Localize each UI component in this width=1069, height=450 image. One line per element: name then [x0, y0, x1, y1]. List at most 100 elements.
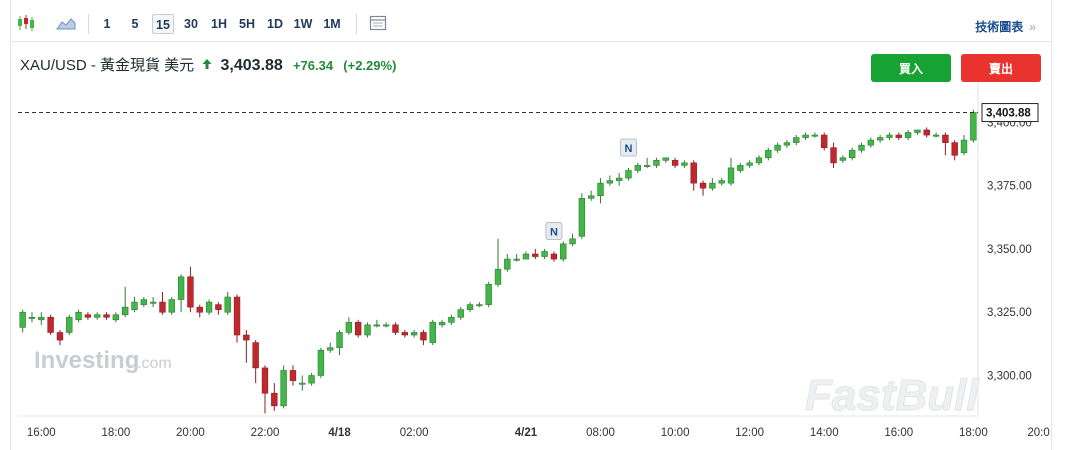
candle-body	[168, 299, 175, 313]
candle-body	[205, 301, 213, 313]
candle-body	[709, 182, 716, 189]
candle-body	[327, 347, 334, 351]
candle-body	[149, 301, 157, 304]
candle	[94, 312, 101, 320]
candle-body	[355, 322, 362, 336]
candle-body	[476, 304, 483, 307]
y-tick-label: 3,325.00	[987, 307, 1032, 319]
candle-body	[47, 316, 54, 333]
candle-body	[19, 311, 26, 328]
candle	[327, 342, 334, 353]
candle	[727, 157, 735, 186]
candle-body	[131, 301, 138, 310]
candlestick-icon[interactable]	[14, 12, 38, 34]
candle-body	[737, 165, 744, 171]
calendar-icon[interactable]	[366, 12, 390, 34]
last-price-tag: 3,403.88	[981, 103, 1039, 123]
candle-body	[28, 316, 36, 319]
watermark-fastbull: FastBull	[805, 371, 979, 420]
candle	[569, 233, 576, 247]
toolbar-divider	[88, 14, 89, 34]
up-arrow-icon	[202, 57, 212, 74]
interval-30[interactable]: 30	[184, 17, 198, 31]
interval-1h[interactable]: 1H	[211, 17, 227, 31]
candle	[746, 160, 753, 168]
chevron-right-icon: »	[1029, 20, 1036, 34]
interval-1m[interactable]: 1M	[323, 17, 341, 31]
candle-body	[867, 139, 875, 146]
technical-chart-link[interactable]: 技術圖表 »	[975, 18, 1036, 35]
candles	[19, 109, 977, 414]
candle-body	[625, 170, 632, 179]
news-marker-label: N	[625, 143, 633, 155]
candle-body	[224, 296, 231, 313]
candle-body	[457, 309, 464, 318]
candle	[420, 329, 427, 346]
candle	[271, 383, 278, 411]
candle	[299, 375, 306, 391]
candle	[280, 365, 287, 409]
candle-body	[848, 149, 856, 159]
candle-body	[252, 342, 259, 369]
candle-body	[886, 134, 893, 138]
candle	[336, 329, 343, 356]
candle	[448, 314, 455, 325]
candle-body	[671, 160, 679, 166]
toolbar-divider	[356, 14, 357, 34]
candle	[690, 160, 697, 191]
candle-body	[187, 276, 194, 308]
candle	[709, 178, 716, 191]
interval-5h[interactable]: 5H	[239, 17, 255, 31]
candle-body	[615, 177, 623, 181]
buy-button[interactable]: 買入	[871, 54, 951, 82]
candle-body	[448, 316, 455, 323]
candle-body	[532, 253, 539, 257]
interval-1d[interactable]: 1D	[267, 17, 283, 31]
candle	[718, 178, 725, 186]
interval-5[interactable]: 5	[131, 17, 139, 31]
candle	[914, 129, 921, 136]
candle-body	[522, 253, 530, 260]
watermark-investing-suffix: .com	[137, 355, 172, 372]
candle	[821, 132, 828, 151]
candle	[942, 132, 949, 156]
candle-body	[970, 112, 977, 141]
candle-body	[793, 137, 800, 143]
candle-body	[690, 162, 697, 184]
interval-1w[interactable]: 1W	[293, 17, 313, 31]
sell-button[interactable]: 賣出	[961, 54, 1041, 82]
candle-body	[38, 316, 45, 321]
x-tick-label: 14:00	[810, 427, 839, 439]
candle	[494, 238, 502, 287]
candle-body	[75, 311, 82, 321]
candle-body	[215, 304, 222, 310]
candle	[317, 347, 325, 379]
candle	[541, 248, 548, 260]
watermark-investing: Investing .com	[34, 347, 172, 374]
candle-body	[634, 165, 641, 171]
area-chart-icon[interactable]	[54, 12, 78, 34]
y-tick-label: 3,300.00	[987, 371, 1032, 383]
candle	[951, 140, 958, 161]
candle-body	[727, 167, 735, 184]
news-marker: N	[545, 221, 563, 240]
instrument-name: XAU/USD - 黃金現貨 美元	[20, 57, 195, 74]
x-tick-label: 18:00	[101, 427, 130, 439]
candle-body	[466, 304, 474, 310]
candle	[466, 302, 474, 313]
candle-body	[401, 332, 408, 336]
x-tick-label: 02:00	[400, 427, 429, 439]
interval-15[interactable]: 15	[152, 14, 174, 34]
candle	[811, 132, 819, 138]
candle	[737, 162, 744, 173]
candle-body	[336, 332, 343, 348]
interval-1[interactable]: 1	[103, 17, 111, 31]
candle-body	[196, 306, 203, 313]
candle	[625, 167, 632, 181]
candle	[858, 142, 865, 153]
x-axis: 16:00 18:00 20:00 22:00 4/18 02:00 4/21 08:00 10…	[27, 427, 1050, 439]
x-tick-label: 18:00	[959, 427, 988, 439]
candle	[876, 135, 884, 143]
candle	[373, 319, 381, 328]
